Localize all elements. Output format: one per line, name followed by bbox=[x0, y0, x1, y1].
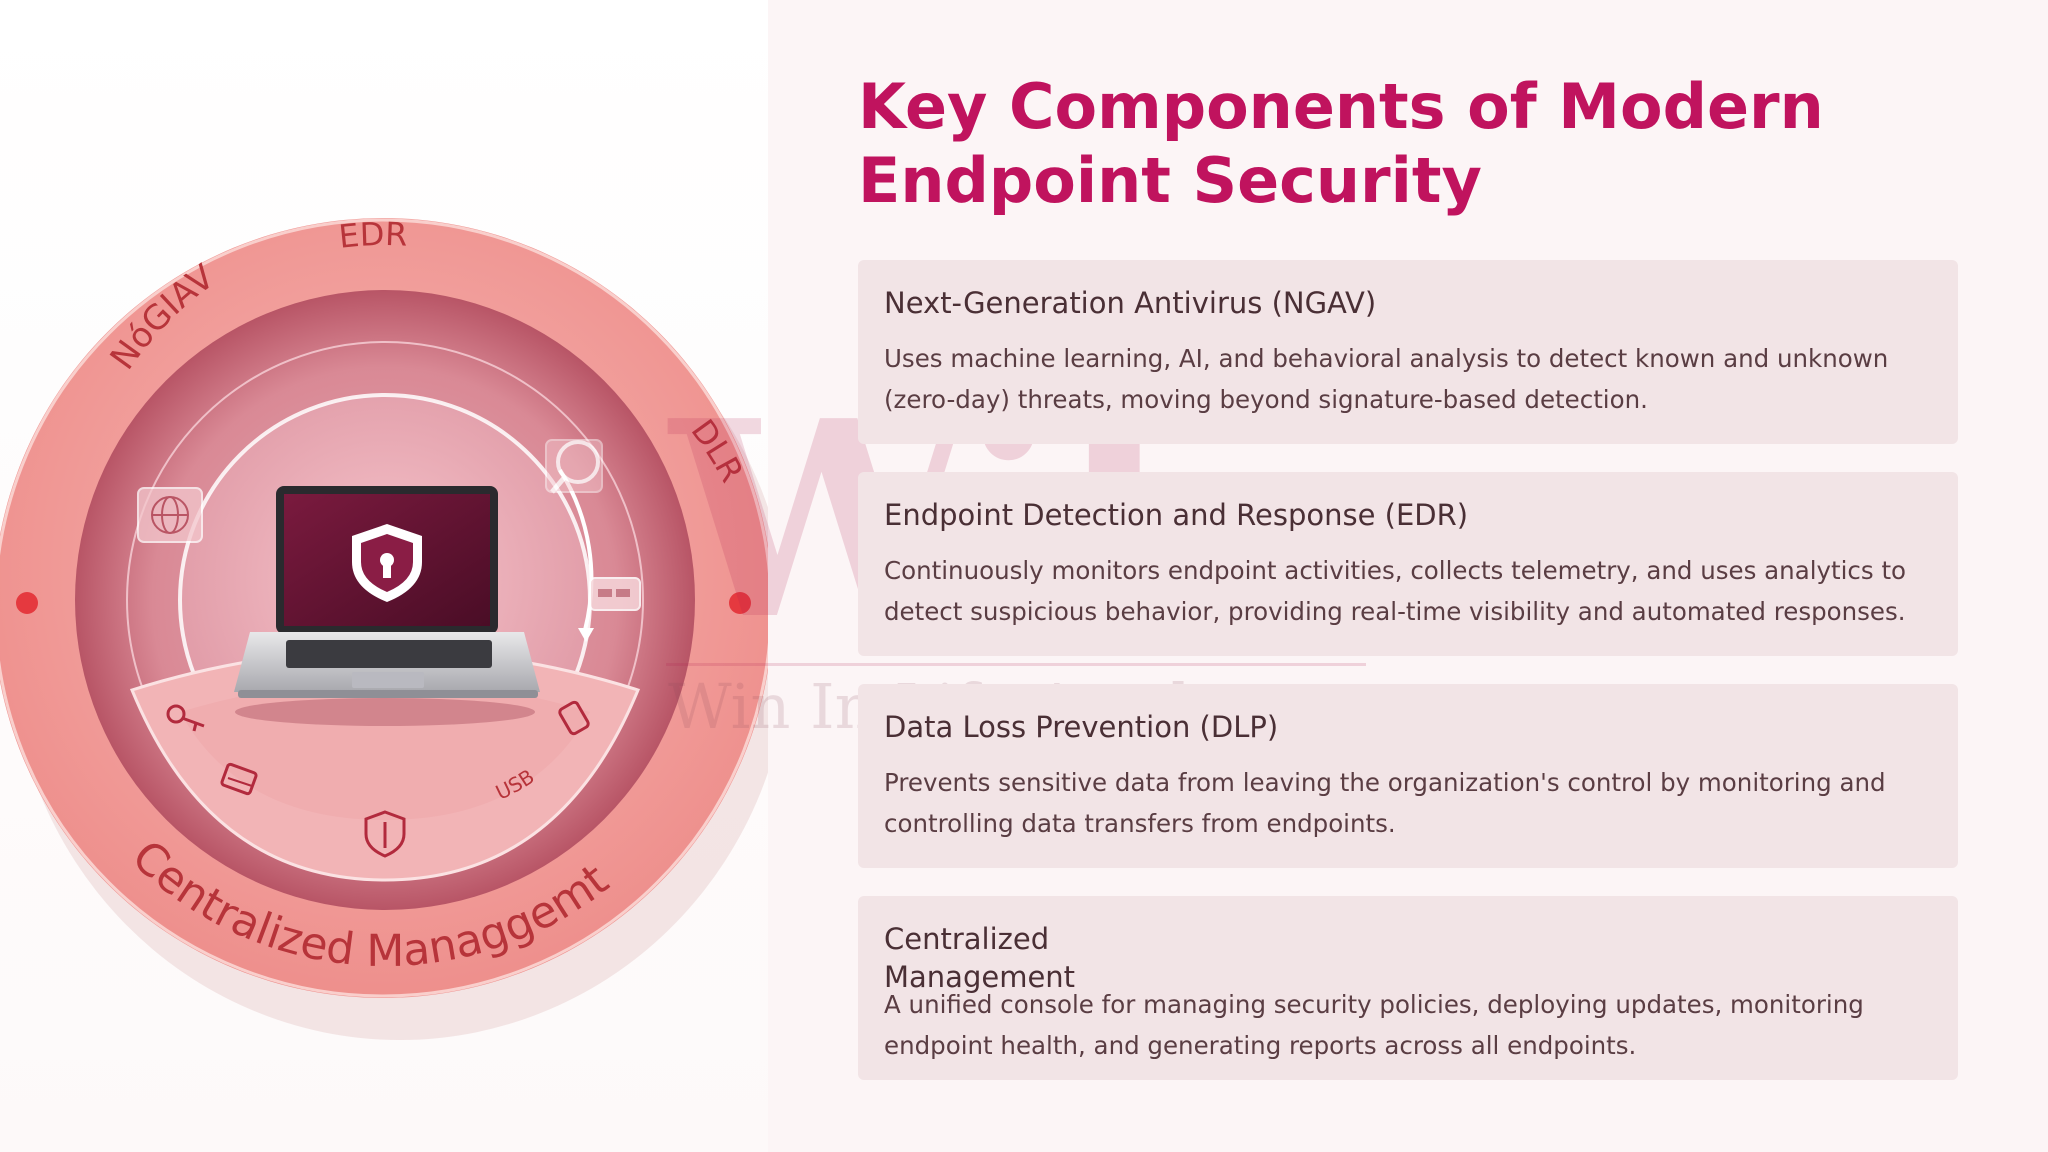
globe-icon bbox=[137, 487, 203, 543]
page-title: Key Components of Modern Endpoint Securi… bbox=[858, 70, 1824, 217]
card-title: Centralized Management bbox=[884, 922, 1076, 994]
card-icon bbox=[220, 762, 258, 796]
shield-lock-icon bbox=[352, 524, 422, 602]
ring-dot-left bbox=[16, 592, 38, 614]
card-description: Continuously monitors endpoint activitie… bbox=[884, 556, 1907, 626]
illustration-panel: NóGIAV EDR DLR Centralized Managgemt USB bbox=[0, 0, 768, 1152]
card-title: Next-Generation Antivirus (NGAV) bbox=[884, 286, 1377, 320]
server-icon bbox=[589, 577, 641, 611]
key-icon bbox=[166, 704, 205, 732]
card-title: Data Loss Prevention (DLP) bbox=[884, 710, 1279, 744]
rotation-arrow-icon bbox=[558, 468, 594, 631]
shield-small-icon bbox=[364, 810, 406, 858]
ring-dot-right bbox=[729, 592, 751, 614]
endpoint-security-illustration: NóGIAV EDR DLR Centralized Managgemt USB bbox=[0, 215, 768, 1040]
card-ngav: Next-Generation Antivirus (NGAV) Uses ma… bbox=[858, 260, 1958, 444]
card-dlp: Data Loss Prevention (DLP) Prevents sens… bbox=[858, 684, 1958, 868]
card-description: A unified console for managing security … bbox=[884, 990, 1864, 1060]
card-centralized-management: Centralized Management A unified console… bbox=[858, 896, 1958, 1080]
card-description: Prevents sensitive data from leaving the… bbox=[884, 768, 1886, 838]
phone-icon bbox=[558, 700, 590, 736]
card-description: Uses machine learning, AI, and behaviora… bbox=[884, 344, 1889, 414]
magnifier-icon bbox=[545, 439, 603, 494]
edr-ring-label: EDR bbox=[337, 215, 408, 256]
card-edr: Endpoint Detection and Response (EDR) Co… bbox=[858, 472, 1958, 656]
card-title: Endpoint Detection and Response (EDR) bbox=[884, 498, 1469, 532]
laptop-icon bbox=[234, 486, 540, 726]
